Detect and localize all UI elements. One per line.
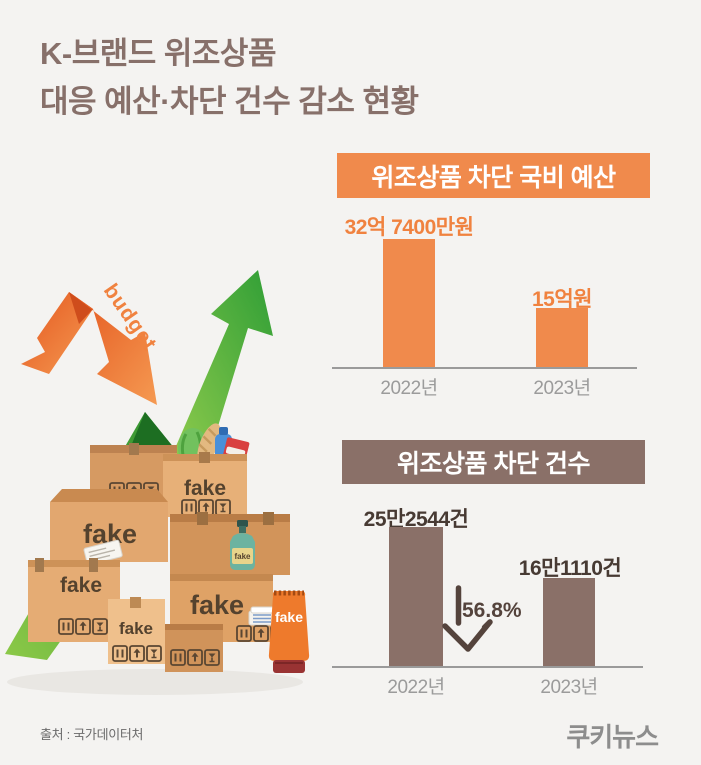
- fake-cosmetic-bottle: fake: [230, 520, 255, 570]
- cardboard-box-fake: fake: [50, 489, 168, 566]
- budget-bar-value-2022: 32억 7400만원: [344, 216, 474, 239]
- fake-label: fake: [234, 552, 251, 561]
- fake-label: fake: [60, 574, 102, 597]
- pile-shadow: [7, 669, 303, 695]
- count-xlabel-2023: 2023년: [540, 677, 598, 698]
- count-bar-value-2022: 25만2544건: [363, 508, 469, 531]
- count-bar-2022: [389, 527, 443, 666]
- cardboard-box-fake: fake: [108, 597, 165, 664]
- cardboard-box: [165, 624, 223, 672]
- fake-label: fake: [190, 590, 244, 620]
- count-xlabel-2022: 2022년: [387, 677, 445, 698]
- count-bar-value-2023: 16만1110건: [518, 557, 622, 580]
- budget-decline-arrow-icon: budget: [21, 280, 161, 405]
- kukinews-logo: 쿠키뉴스: [566, 722, 659, 752]
- fake-boxes-pile: fake fake: [28, 443, 310, 673]
- drop-percentage: 56.8%: [462, 599, 522, 622]
- fake-tube: fake: [268, 590, 310, 673]
- drop-arrow-icon: [442, 585, 493, 652]
- count-bar-2023: [543, 578, 595, 666]
- count-chart-axis: [332, 666, 643, 668]
- budget-bar-value-2023: 15억원: [532, 288, 593, 311]
- budget-bar-2023: [536, 308, 588, 367]
- counterfeit-illustration: budget: [5, 270, 310, 695]
- cardboard-box-fake: fake: [28, 558, 120, 642]
- budget-bar-2022: [383, 239, 435, 367]
- paper-stack-icon: [248, 606, 278, 626]
- count-chart-header: 위조상품 차단 건수: [342, 440, 645, 484]
- page-title-line1: K-브랜드 위조상품: [40, 36, 276, 71]
- page-title-line2: 대응 예산·차단 건수 감소 현황: [40, 84, 419, 119]
- fake-label: fake: [275, 609, 303, 625]
- page-title: K-브랜드 위조상품 대응 예산·차단 건수 감소 현황: [40, 30, 419, 126]
- budget-xlabel-2022: 2022년: [380, 378, 438, 399]
- fake-label: fake: [184, 477, 226, 500]
- budget-chart-axis: [332, 367, 637, 369]
- source-text: 출처 : 국가데이터처: [40, 727, 144, 742]
- fake-label: fake: [119, 619, 153, 638]
- budget-xlabel-2023: 2023년: [533, 378, 591, 399]
- cardboard-box-fake: fake: [163, 452, 247, 517]
- budget-chart-header: 위조상품 차단 국비 예산: [337, 153, 650, 198]
